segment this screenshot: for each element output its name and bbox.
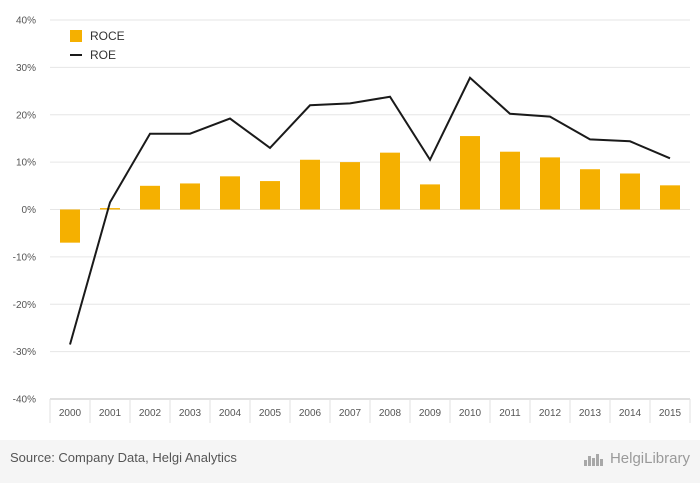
x-tick-label: 2006 <box>299 408 322 419</box>
roce-bar <box>100 208 120 210</box>
roce-bar <box>540 157 560 210</box>
x-tick-label: 2002 <box>139 408 162 419</box>
x-tick-label: 2003 <box>179 408 202 419</box>
roce-bar <box>660 185 680 210</box>
roce-bar <box>60 209 80 243</box>
x-tick-label: 2014 <box>619 408 642 419</box>
x-tick-label: 2007 <box>339 408 362 419</box>
x-tick-label: 2012 <box>539 408 562 419</box>
roce-bar <box>420 184 440 210</box>
legend: ROCE ROE <box>70 29 125 62</box>
y-tick-label: 30% <box>16 63 36 74</box>
legend-roce-swatch <box>70 30 82 42</box>
roce-bar <box>380 152 400 210</box>
roce-bars <box>60 136 680 243</box>
y-tick-label: -40% <box>13 395 36 406</box>
x-tick-label: 2009 <box>419 408 442 419</box>
y-tick-label: -10% <box>13 252 36 263</box>
x-tick-label: 2010 <box>459 408 482 419</box>
legend-roe-label: ROE <box>90 48 116 62</box>
roce-bar <box>620 173 640 210</box>
y-tick-label: -20% <box>13 300 36 311</box>
roce-bar <box>140 185 160 210</box>
y-tick-label: 40% <box>16 16 36 27</box>
roce-bar <box>260 181 280 210</box>
x-axis: 2000 2001 2002 2003 2004 2005 2006 2007 2008 2009… <box>49 398 691 423</box>
x-tick-label: 2013 <box>579 408 602 419</box>
x-tick-label: 2015 <box>659 408 682 419</box>
brand-name: HelgiLibrary <box>609 450 690 467</box>
legend-roce-label: ROCE <box>90 29 125 43</box>
y-axis: 40% 30% 20% 10% 0% -10% -20% -30% -40% <box>13 16 36 406</box>
roce-bar <box>500 151 520 210</box>
roce-bar <box>580 169 600 210</box>
roe-line-path <box>69 76 671 345</box>
roce-bar <box>220 176 240 210</box>
roce-bar <box>340 162 360 210</box>
roce-bar <box>300 159 320 210</box>
x-tick-label: 2008 <box>379 408 402 419</box>
y-tick-label: 0% <box>22 205 37 216</box>
roce-bar <box>180 183 200 210</box>
roce-bar <box>460 136 480 210</box>
x-tick-label: 2011 <box>499 408 521 419</box>
footer: Source: Company Data, Helgi Analytics He… <box>0 440 700 483</box>
source-note: Source: Company Data, Helgi Analytics <box>10 450 237 465</box>
x-tick-label: 2000 <box>59 408 82 419</box>
y-tick-label: 10% <box>16 158 36 169</box>
roe-line <box>69 76 671 345</box>
y-tick-label: 20% <box>16 110 36 121</box>
helgi-library-icon <box>583 453 603 466</box>
x-tick-label: 2004 <box>219 408 242 419</box>
brand-logo: HelgiLibrary <box>583 450 690 467</box>
y-tick-label: -30% <box>13 347 36 358</box>
chart: 40%30%20%10%0%-10%-20%-30%-40% 2000 2001 2… <box>13 16 691 423</box>
x-tick-label: 2005 <box>259 408 282 419</box>
x-tick-label: 2001 <box>99 408 122 419</box>
